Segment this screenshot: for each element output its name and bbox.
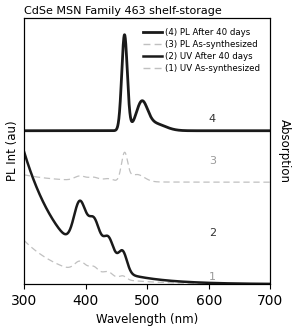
X-axis label: Wavelength (nm): Wavelength (nm)	[96, 313, 198, 326]
Text: 3: 3	[209, 156, 216, 166]
Y-axis label: PL Int (au): PL Int (au)	[6, 121, 19, 181]
Text: CdSe MSN Family 463 shelf-storage: CdSe MSN Family 463 shelf-storage	[24, 6, 222, 16]
Y-axis label: Absorption: Absorption	[277, 119, 290, 183]
Text: 4: 4	[209, 114, 216, 124]
Text: 1: 1	[209, 272, 216, 282]
Legend: (4) PL After 40 days, (3) PL As-synthesized, (2) UV After 40 days, (1) UV As-syn: (4) PL After 40 days, (3) PL As-synthesi…	[139, 25, 264, 77]
Text: 2: 2	[209, 228, 216, 238]
